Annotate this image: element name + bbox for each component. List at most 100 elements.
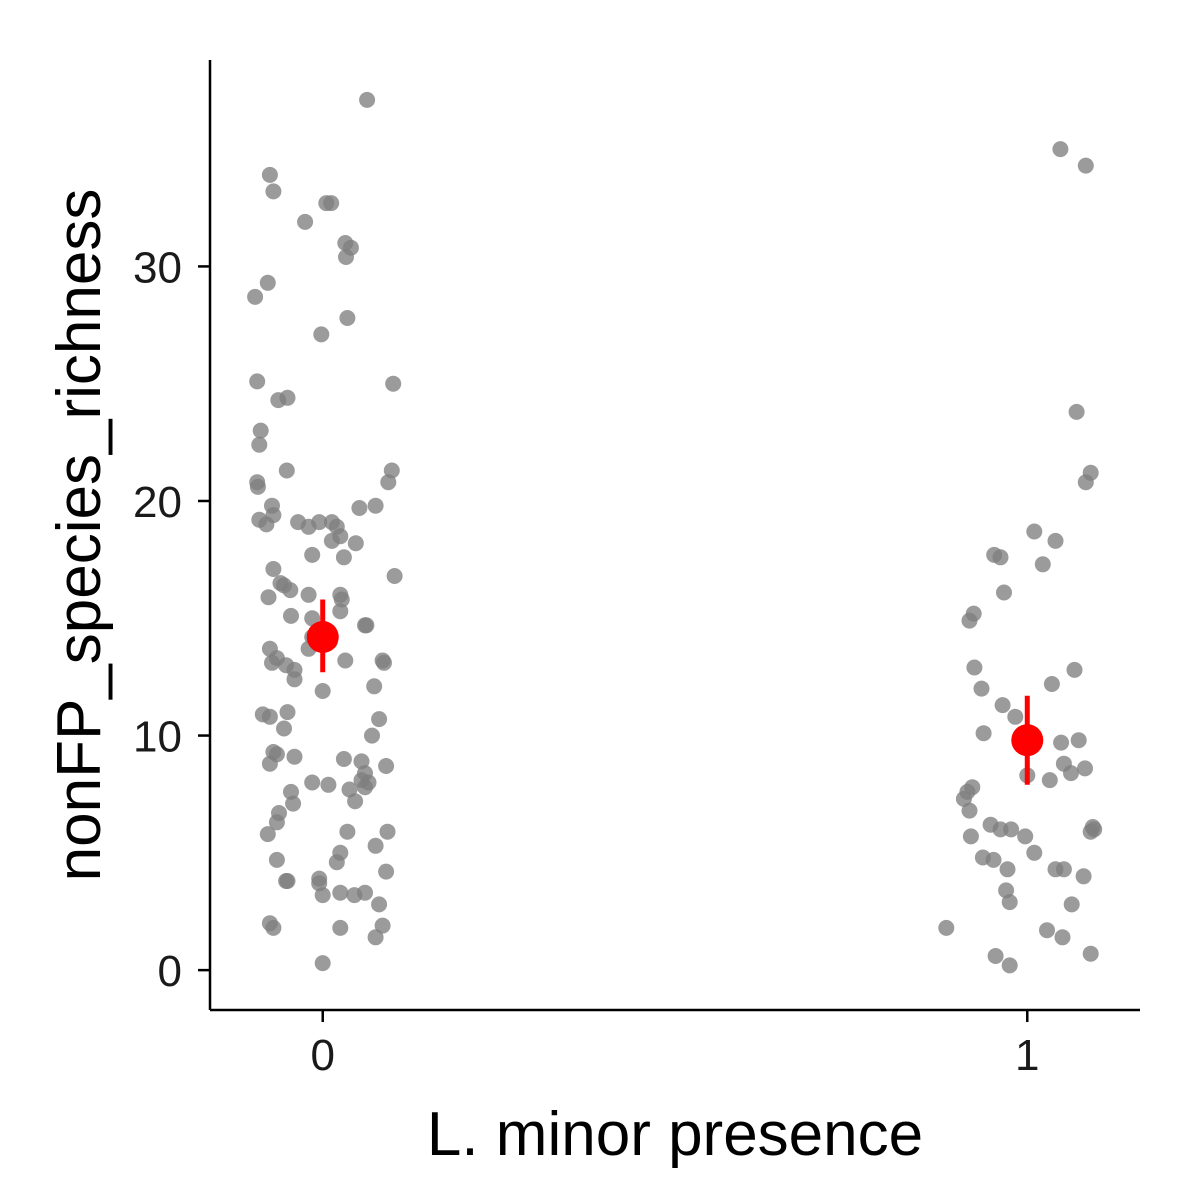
data-point-group-0	[314, 955, 331, 972]
data-point-group-0	[264, 497, 280, 514]
data-point-group-0	[374, 917, 391, 934]
data-point-group-0	[379, 823, 396, 840]
data-point-group-0	[265, 183, 282, 200]
y-tick-label: 0	[158, 947, 182, 996]
summary-layer	[306, 599, 1044, 785]
data-point-group-0	[286, 748, 303, 765]
data-point-group-0	[268, 814, 285, 831]
points-layer	[247, 91, 1103, 974]
data-point-group-1	[961, 802, 978, 819]
data-point-group-1	[1077, 474, 1094, 491]
data-point-group-1	[1082, 945, 1099, 962]
data-point-group-0	[304, 774, 321, 791]
data-point-group-1	[1026, 844, 1043, 861]
data-point-group-0	[347, 793, 364, 810]
x-tick-label: 0	[310, 1031, 334, 1080]
data-point-group-0	[314, 683, 331, 699]
axes-layer	[208, 60, 1140, 1012]
x-axis-title: L. minor presence	[427, 1100, 923, 1169]
data-point-group-1	[1077, 157, 1094, 174]
data-point-group-0	[339, 310, 356, 326]
data-point-group-1	[1070, 732, 1087, 749]
y-axis-title: nonFP_species_richness	[45, 189, 114, 882]
data-point-group-0	[279, 389, 296, 406]
data-point-group-0	[347, 535, 364, 552]
data-point-group-1	[1003, 821, 1020, 838]
mean-point-group-1	[1011, 724, 1044, 757]
data-point-group-1	[987, 948, 1004, 964]
data-point-group-0	[357, 884, 373, 901]
data-point-group-1	[1047, 532, 1064, 549]
data-point-group-0	[337, 235, 354, 251]
data-point-group-1	[1053, 734, 1070, 751]
data-point-group-0	[283, 607, 299, 624]
data-point-group-0	[261, 166, 278, 183]
data-point-group-0	[259, 274, 276, 291]
data-point-group-0	[359, 91, 376, 108]
data-point-group-1	[973, 680, 990, 697]
data-point-group-0	[252, 422, 269, 439]
data-point-group-0	[323, 532, 340, 549]
data-point-group-0	[332, 884, 349, 901]
data-point-group-0	[371, 711, 388, 728]
data-point-group-0	[304, 546, 321, 563]
data-point-group-1	[975, 725, 992, 742]
data-point-group-1	[1001, 894, 1018, 911]
ticks-layer: 0 10 20 30 0 1	[133, 243, 1039, 1080]
data-point-group-1	[985, 851, 1002, 868]
data-point-group-0	[278, 462, 295, 479]
data-point-group-1	[1034, 556, 1051, 573]
data-point-group-1	[1017, 828, 1034, 845]
data-point-group-1	[1082, 823, 1099, 840]
y-tick-label: 30	[133, 243, 182, 292]
data-point-group-0	[360, 774, 377, 791]
data-point-group-0	[376, 654, 392, 671]
data-point-group-0	[265, 561, 282, 577]
data-point-group-1	[992, 549, 1009, 566]
data-point-group-0	[328, 854, 345, 871]
data-point-group-0	[333, 591, 350, 608]
data-point-group-0	[279, 704, 296, 721]
data-point-group-0	[278, 873, 295, 889]
data-point-group-0	[276, 720, 292, 737]
data-point-group-1	[1077, 760, 1093, 777]
data-point-group-0	[332, 919, 349, 936]
data-point-group-0	[251, 436, 268, 453]
data-point-group-1	[1066, 661, 1083, 678]
data-point-group-1	[1054, 929, 1071, 946]
data-point-group-0	[285, 795, 302, 812]
data-point-group-1	[1007, 708, 1024, 725]
data-point-group-1	[961, 612, 978, 629]
data-point-group-0	[286, 671, 303, 688]
data-point-group-0	[335, 751, 352, 767]
data-point-group-0	[386, 568, 403, 584]
data-point-group-0	[371, 896, 388, 913]
data-point-group-0	[247, 288, 264, 305]
data-point-group-0	[366, 678, 383, 695]
data-point-group-1	[1055, 861, 1072, 878]
data-point-group-0	[320, 776, 337, 793]
data-point-group-1	[1001, 957, 1018, 974]
data-point-group-0	[249, 373, 266, 390]
data-point-group-0	[335, 549, 352, 566]
data-point-group-0	[367, 837, 384, 854]
data-point-group-0	[297, 213, 314, 230]
data-point-group-0	[378, 863, 395, 880]
data-point-group-0	[338, 249, 354, 265]
data-point-group-0	[311, 514, 328, 531]
data-point-group-1	[994, 697, 1011, 714]
data-point-group-0	[249, 478, 266, 495]
data-point-group-0	[378, 758, 395, 774]
data-point-group-1	[1063, 765, 1079, 782]
data-point-group-0	[367, 497, 384, 514]
x-tick-label: 1	[1015, 1031, 1039, 1080]
data-point-group-0	[367, 929, 384, 946]
data-point-group-0	[358, 617, 375, 634]
data-point-group-1	[938, 919, 955, 936]
data-point-group-1	[1039, 922, 1055, 939]
data-point-group-0	[385, 375, 402, 392]
data-point-group-0	[282, 582, 299, 599]
data-point-group-0	[323, 195, 340, 212]
data-point-group-0	[300, 586, 317, 603]
